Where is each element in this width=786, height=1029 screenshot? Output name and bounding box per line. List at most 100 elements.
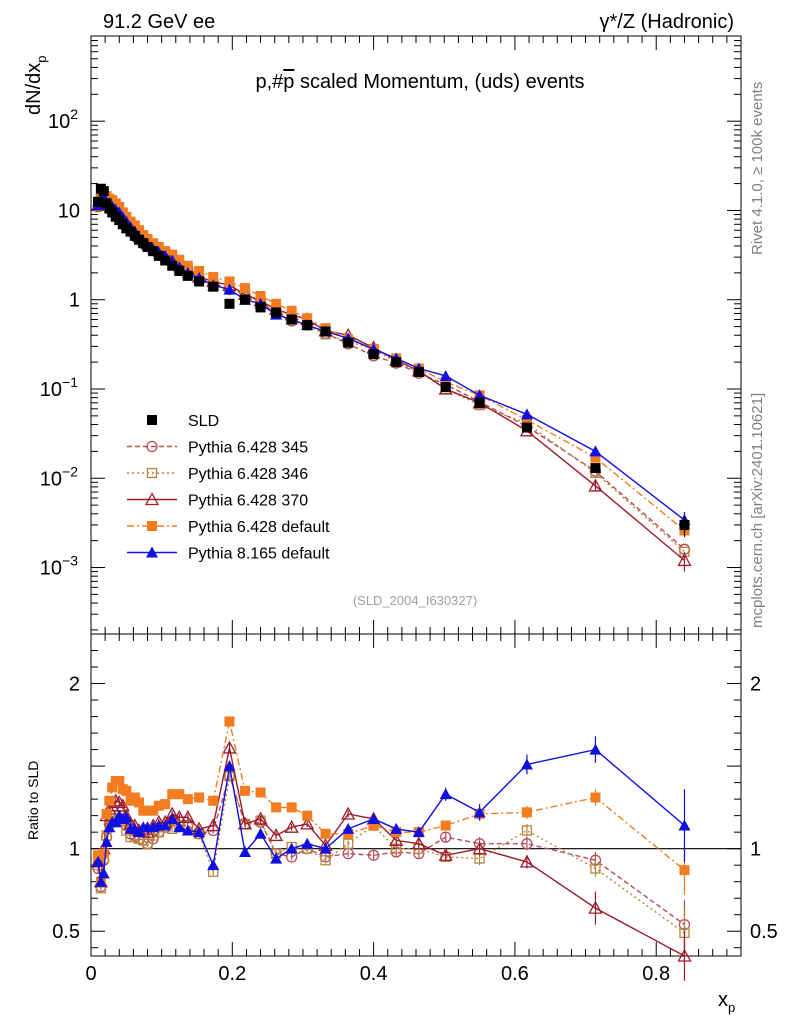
data-point-p8def — [120, 811, 133, 823]
data-point-p6def — [114, 775, 125, 786]
legend-label: SLD — [188, 413, 219, 430]
ratio-y-tick-label-left: 2 — [69, 674, 80, 696]
data-point-p6def — [167, 789, 178, 800]
data-point-SLD — [208, 281, 219, 292]
header-left: 91.2 GeV ee — [103, 11, 215, 33]
data-point-p370 — [269, 828, 284, 842]
x-tick-label: 0.6 — [501, 963, 529, 985]
main-y-tick-label: 102 — [48, 106, 78, 133]
legend-marker — [144, 492, 160, 506]
data-point-p8def — [223, 283, 236, 295]
data-point-p6def — [255, 291, 266, 302]
series-line-p346 — [97, 191, 685, 553]
legend-label: Pythia 6.428 370 — [188, 493, 308, 510]
data-point-p346 — [521, 825, 533, 836]
main-y-tick-label: 10−1 — [40, 374, 78, 401]
legend: SLD Pythia 6.428 345 Pythia 6.428 346 Pythi… — [127, 413, 330, 563]
data-point-p346 — [320, 855, 331, 866]
ratio-y-tick-label-left: 1 — [69, 839, 80, 861]
legend-marker — [146, 546, 158, 558]
data-point-SLD — [240, 294, 251, 305]
data-point-p8def — [239, 845, 252, 857]
data-point-p370 — [588, 900, 603, 914]
analysis-watermark: (SLD_2004_I630327) — [353, 593, 477, 608]
data-point-p345 — [367, 849, 380, 861]
data-point-p346 — [590, 863, 601, 874]
data-point-SLD — [302, 320, 313, 331]
main-y-tick-label: 1 — [69, 290, 80, 312]
data-point-SLD — [590, 463, 601, 474]
data-point-p6def — [302, 313, 313, 324]
series-p346 — [92, 188, 690, 557]
data-point-p8def — [100, 836, 113, 848]
ratio-plot-area — [90, 716, 692, 981]
data-point-p370 — [300, 816, 315, 830]
chart-title: p,#p scaled Momentum, (uds) events — [255, 71, 584, 93]
data-point-p370 — [284, 819, 299, 833]
data-point-p6def — [286, 802, 297, 813]
legend-label: Pythia 6.428 346 — [188, 466, 308, 483]
rivet-version-label: Rivet 4.1.0, ≥ 100k events — [749, 82, 766, 255]
data-point-p8def — [342, 822, 355, 834]
data-point-p6def — [194, 265, 205, 276]
legend-marker — [146, 440, 158, 453]
legend-marker — [147, 415, 157, 425]
mcplots-label: mcplots.cern.ch [arXiv:2401.10621] — [749, 393, 766, 628]
data-point-p8def — [473, 389, 486, 401]
data-point-p345 — [521, 838, 533, 850]
data-point-p6def — [142, 805, 153, 816]
data-point-p6def — [174, 254, 185, 265]
data-point-p6def — [590, 452, 601, 463]
ratio-y-axis-label: Ratio to SLD — [25, 761, 41, 840]
data-point-p370 — [588, 478, 603, 492]
data-point-p8def — [367, 812, 380, 824]
ratio-y-tick-label-right: 2 — [750, 674, 761, 696]
data-point-p6def — [271, 298, 282, 309]
data-point-p6def — [182, 794, 193, 805]
data-point-p6def — [521, 414, 532, 425]
data-point-p8def — [678, 819, 691, 831]
data-point-SLD — [679, 519, 690, 530]
legend-item-p345: Pythia 6.428 345 — [127, 440, 308, 457]
data-point-p6def — [240, 785, 251, 796]
data-point-p6def — [255, 787, 266, 798]
data-point-p370 — [677, 948, 692, 962]
data-point-p6def — [320, 828, 331, 839]
data-point-p370 — [341, 806, 356, 820]
main-panel-frame — [90, 35, 742, 635]
data-point-SLD — [98, 186, 109, 197]
data-point-p6def — [440, 376, 451, 387]
legend-label: Pythia 6.428 default — [188, 519, 330, 536]
main-y-tick-label: 10 — [58, 200, 80, 222]
data-point-p346 — [224, 770, 235, 782]
data-point-p6def — [148, 805, 159, 816]
x-tick-label: 0 — [85, 963, 96, 985]
data-point-p6def — [98, 848, 109, 859]
data-point-p6def — [107, 782, 118, 793]
data-point-p6def — [121, 785, 132, 796]
data-point-SLD — [153, 250, 164, 261]
data-point-p8def — [193, 826, 206, 838]
data-point-SLD — [440, 382, 451, 393]
series-p370 — [90, 183, 692, 572]
data-point-p8def — [412, 826, 425, 838]
data-point-p370 — [206, 818, 221, 832]
series-line-p345 — [97, 193, 685, 550]
data-point-p8def — [166, 812, 179, 824]
data-point-SLD — [286, 314, 297, 325]
data-point-SLD — [142, 241, 153, 252]
data-point-p6def — [194, 792, 205, 803]
main-y-tick-label: 10−2 — [40, 463, 78, 490]
data-point-p6def — [153, 800, 164, 811]
legend-marker — [147, 521, 157, 531]
ratio-y-tick-label-left: 0.5 — [52, 921, 80, 943]
data-point-p6def — [286, 305, 297, 316]
data-point-p370 — [472, 841, 487, 855]
main-y-tick-label: 10−3 — [40, 553, 78, 580]
data-point-p8def — [390, 822, 403, 834]
data-point-p6def — [104, 795, 115, 806]
x-axis-label: xp — [718, 989, 735, 1015]
data-point-p6def — [208, 271, 219, 282]
legend-label: Pythia 8.165 default — [188, 546, 330, 563]
